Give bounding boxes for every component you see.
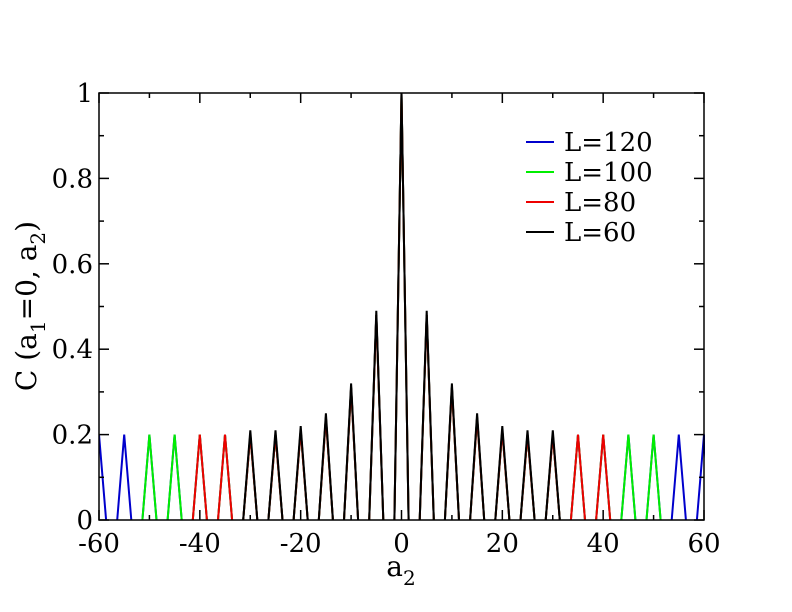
tick-labels-layer: -60 -40 -20 0 20 40 60 0 0.2 0.4 0.6 0.8 1	[52, 79, 721, 559]
y-tick-label: 0.2	[52, 421, 93, 451]
y-tick-label: 0	[76, 506, 93, 536]
legend-label: L=80	[564, 188, 636, 218]
ticks-layer	[98, 92, 705, 521]
y-axis-label: C (a1=0, a2)	[10, 221, 50, 391]
x-tick-label: -20	[280, 529, 322, 559]
y-tick-label: 1	[76, 79, 93, 109]
legend-label: L=120	[564, 128, 653, 158]
x-axis-label: a2	[386, 550, 415, 590]
x-tick-label: 0	[393, 529, 410, 559]
x-tick-label: 20	[486, 529, 519, 559]
x-tick-label: 40	[587, 529, 620, 559]
x-tick-label: -40	[179, 529, 221, 559]
series-layer	[99, 93, 705, 520]
y-tick-label: 0.6	[52, 250, 93, 280]
legend-label: L=100	[564, 158, 653, 188]
x-tick-label: -60	[78, 529, 120, 559]
x-tick-label: 60	[687, 529, 720, 559]
y-tick-label: 0.4	[52, 335, 93, 365]
series-line-l-60	[242, 93, 561, 520]
y-tick-label: 0.8	[52, 164, 93, 194]
legend-label: L=60	[564, 218, 636, 248]
